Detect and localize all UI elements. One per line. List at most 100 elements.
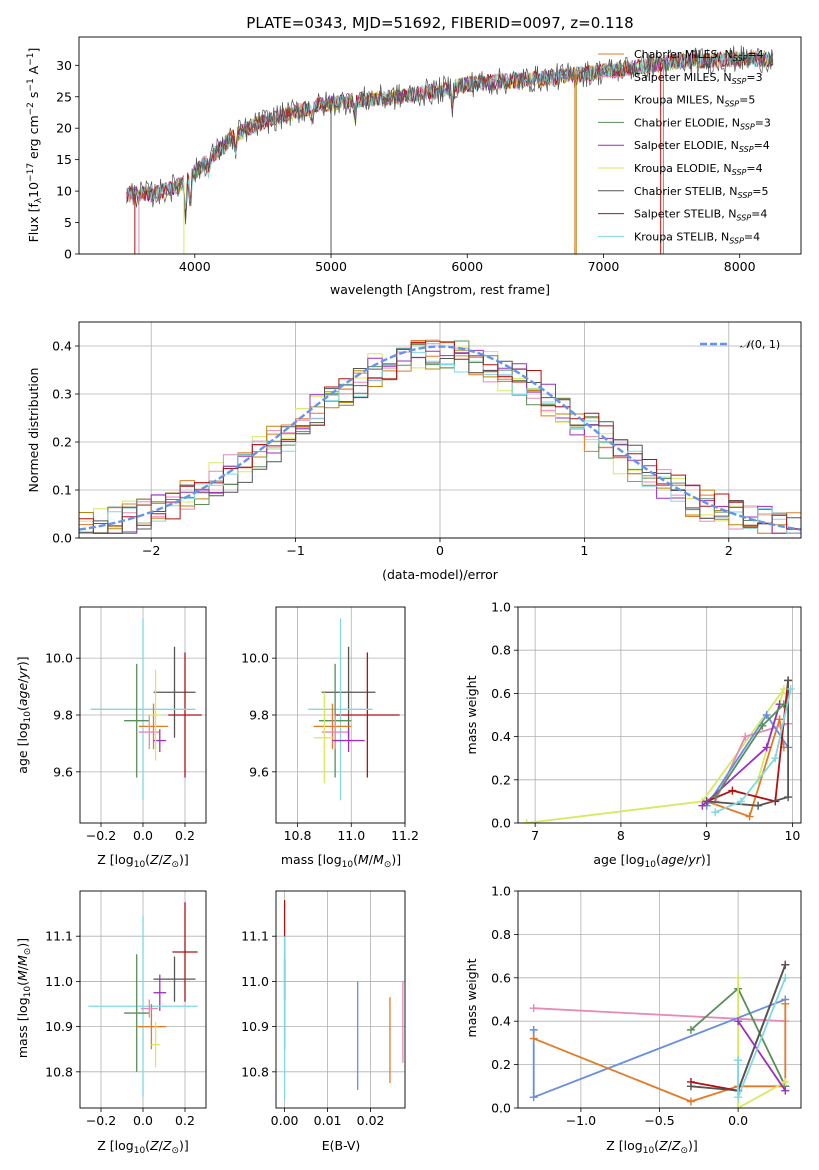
mass-vs-ebv-panel: 0.00 0.01 0.02 10.8 10.9 11.0 11.1: [241, 890, 406, 1128]
axes-frame: [517, 606, 802, 824]
x-tick-label: 0.0: [133, 1113, 153, 1128]
spectrum-line-chabrier_stelib: [126, 45, 774, 225]
weight-vs-age-xlabel: age [log10(age/yr)]: [593, 852, 710, 870]
age-vs-mass-xlabel: mass [log10(M/M⊙)]: [281, 852, 401, 870]
weight-marker-kroupa_elodie: [522, 819, 531, 823]
y-tick-label: 10: [56, 184, 72, 199]
y-tick-label: 1.0: [491, 884, 511, 899]
x-tick-label: 0: [436, 543, 444, 558]
y-tick-label: 11.0: [241, 974, 269, 989]
weight-line-chabrier_stelib: [706, 680, 789, 807]
y-tick-label: 0.6: [491, 686, 511, 701]
legend-label-salpeter_elodie: Salpeter ELODIE, NSSP=4: [634, 139, 770, 154]
y-tick-label: 0.6: [491, 970, 511, 985]
figure-title: PLATE=0343, MJD=51692, FIBERID=0097, z=0…: [246, 14, 633, 32]
y-tick-label: 0.1: [52, 483, 72, 498]
legend-label-kroupa_elodie: Kroupa ELODIE, NSSP=4: [634, 162, 763, 177]
legend-label-normal: 𝒩(0, 1): [740, 338, 780, 351]
x-tick-label: 10: [784, 828, 800, 843]
normal-pdf-line: [79, 345, 801, 531]
plot-marks: [308, 618, 400, 801]
x-tick-label: 7000: [588, 259, 620, 274]
x-tick-label: 8000: [724, 259, 756, 274]
plot-area: [518, 607, 801, 823]
plot-marks: [79, 339, 801, 538]
legend-label-chabrier_elodie: Chabrier ELODIE, NSSP=3: [634, 116, 771, 131]
y-tick-label: 0.0: [52, 531, 72, 546]
weight-marker-chabrier_miles: [529, 1034, 538, 1043]
mass-vs-ebv-xlabel: E(B-V): [322, 1138, 361, 1153]
legend-label-salpeter_stelib: Salpeter STELIB, NSSP=4: [634, 208, 767, 223]
weight-line-salpeter_elodie: [737, 1020, 787, 1092]
plot-marks: [529, 960, 790, 1108]
x-tick-label: 11.2: [391, 828, 419, 843]
y-tick-label: 25: [56, 89, 72, 104]
weight-line-salpeter_miles: [533, 1007, 786, 1023]
spectrum-ylabel: Flux [fλ10−17 erg cm−2 s−1 A−1]: [26, 48, 44, 243]
y-tick-label: 0: [64, 247, 72, 262]
legend-label-chabrier_miles: Chabrier MILES, NSSP=4: [634, 48, 764, 63]
weight-marker-chabrier_stelib: [754, 801, 763, 810]
x-tick-label: 6000: [451, 259, 483, 274]
y-tick-label: 0.8: [491, 643, 511, 658]
y-tick-label: 0.2: [491, 772, 511, 787]
y-tick-label: 15: [56, 152, 72, 167]
y-tick-label: 11.1: [45, 929, 73, 944]
residuals-xlabel: (data-model)/error: [382, 567, 499, 582]
axes-frame: [275, 890, 406, 1109]
y-tick-label: 0.2: [491, 1057, 511, 1072]
weight-marker-chabrier_miles: [775, 715, 784, 724]
y-tick-label: 0.0: [491, 1101, 511, 1116]
y-tick-label: 0.0: [491, 816, 511, 831]
legend-label-salpeter_miles: Salpeter MILES, NSSP=3: [634, 71, 763, 86]
weight-marker-blue: [529, 1093, 538, 1102]
x-tick-label: 0.2: [175, 828, 195, 843]
y-tick-label: 11.1: [241, 929, 269, 944]
age-vs-mass-panel: 10.8 11.0 11.2 9.6 9.8 10.0: [241, 606, 419, 843]
weight-marker-chabrier_stelib: [781, 960, 790, 969]
y-tick-label: 30: [56, 58, 72, 73]
x-tick-label: 4000: [179, 259, 211, 274]
legend-label-kroupa_stelib: Kroupa STELIB, NSSP=4: [634, 230, 760, 245]
y-tick-label: 0.8: [491, 927, 511, 942]
residuals-ylabel: Normed distribution: [26, 368, 41, 493]
y-tick-label: 0.4: [491, 729, 511, 744]
y-tick-label: 20: [56, 121, 72, 136]
plot-marks: [283, 900, 404, 1099]
x-tick-label: 0.0: [133, 828, 153, 843]
y-tick-label: 5: [64, 215, 72, 230]
x-tick-label: 0.00: [271, 1113, 299, 1128]
weight-marker-chabrier_stelib: [784, 793, 793, 802]
plot-marks: [522, 676, 795, 823]
weight-marker-kroupa_elodie: [781, 1077, 790, 1086]
weight-marker-salpeter_elodie: [734, 1017, 743, 1026]
weight-marker-chabrier_miles: [686, 1097, 695, 1106]
y-tick-label: 9.6: [249, 764, 269, 779]
y-tick-label: 10.0: [241, 651, 269, 666]
x-tick-label: −1: [286, 543, 304, 558]
y-tick-label: 0.3: [52, 387, 72, 402]
weight-marker-kroupa_stelib: [734, 1093, 743, 1102]
x-tick-label: 0.0: [728, 1113, 748, 1128]
weight-marker-chabrier_miles: [745, 812, 754, 821]
y-tick-label: 10.0: [45, 651, 73, 666]
mass-vs-z-panel: −0.2 0.0 0.2 10.8 10.9 11.0 11.1: [45, 890, 207, 1128]
mass-vs-z-ylabel: mass [log10(M/M⊙)]: [15, 938, 33, 1058]
x-tick-label: −2: [142, 543, 160, 558]
x-tick-label: 11.0: [337, 828, 365, 843]
x-tick-label: 7: [531, 828, 539, 843]
weight-vs-z-ylabel: mass weight: [464, 958, 479, 1037]
x-tick-label: 10.8: [284, 828, 312, 843]
plot-area: [276, 891, 405, 1108]
y-tick-label: 1.0: [491, 600, 511, 615]
y-tick-label: 0.4: [491, 1014, 511, 1029]
plot-marks: [88, 902, 198, 1097]
y-tick-label: 11.0: [45, 974, 73, 989]
weight-marker-kroupa_stelib: [786, 685, 795, 694]
x-tick-label: 0.01: [314, 1113, 342, 1128]
y-tick-label: 0.4: [52, 339, 72, 354]
y-tick-label: 9.6: [53, 764, 73, 779]
weight-vs-age-panel: 7 8 9 10 0.0 0.2 0.4 0.6 0.8 1.0: [491, 600, 802, 843]
weight-line-salpeter_stelib: [706, 680, 789, 803]
weight-line-kroupa_stelib: [714, 688, 792, 814]
